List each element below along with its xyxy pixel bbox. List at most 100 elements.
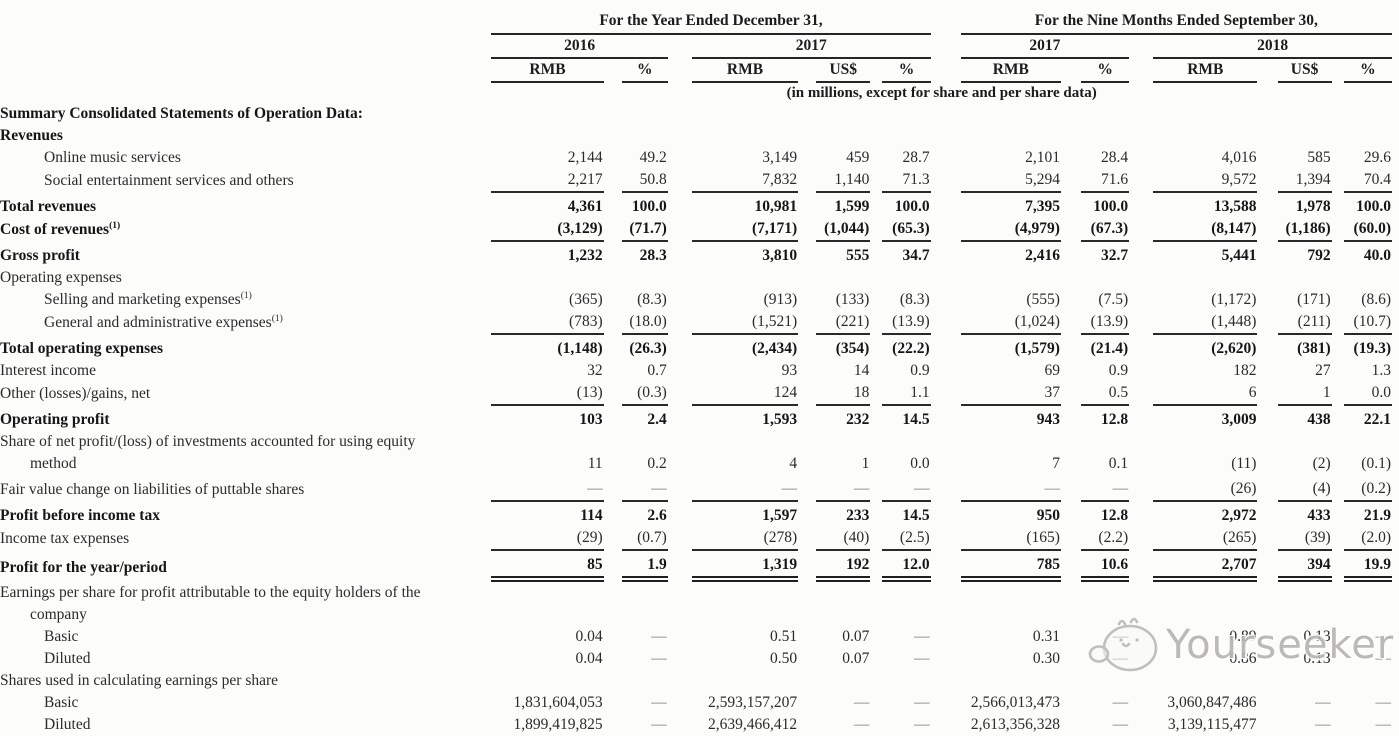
cell-value: (365) [569, 291, 603, 308]
cell-value: — [1112, 628, 1129, 645]
cell-value: 6 [1153, 382, 1258, 406]
cell-value: 585 [1307, 149, 1331, 166]
cell-value: (71.7) [621, 218, 668, 242]
cell-value: 394 [1277, 550, 1332, 582]
cell-value: 0.07 [842, 650, 870, 667]
column-spacer [1061, 147, 1081, 169]
column-spacer [668, 360, 692, 382]
header-label-spacer [0, 34, 491, 58]
row-label: Fair value change on liabilities of putt… [0, 475, 491, 501]
column-spacer [798, 58, 816, 82]
footnote-marker: (1) [109, 220, 121, 231]
column-group-header: For the Nine Months Ended September 30, [960, 10, 1392, 35]
cell-value: 950 [1036, 507, 1060, 524]
column-spacer [931, 241, 961, 267]
cell-value: — [960, 475, 1061, 502]
column-spacer [1061, 334, 1081, 360]
cell-value: 0.13 [1303, 650, 1331, 667]
cell-value: 14.5 [902, 507, 930, 524]
cell-value: 0.1 [1108, 455, 1129, 472]
column-spacer [798, 475, 816, 501]
cell-value: 85 [491, 550, 604, 582]
cell-value: 7 [1052, 455, 1060, 472]
column-spacer [1257, 692, 1277, 714]
column-spacer [668, 382, 692, 405]
cell-value: 71.3 [882, 169, 931, 193]
cell-value: 4 [789, 455, 798, 472]
cell-value: 0.13 [1303, 628, 1331, 645]
column-spacer [604, 289, 622, 311]
row-label: Revenues [0, 125, 491, 147]
column-spacer [1129, 648, 1153, 670]
column-spacer [870, 626, 882, 648]
column-spacer [604, 550, 622, 579]
cell-value: (2.2) [1081, 527, 1130, 551]
column-spacer [1257, 147, 1277, 169]
column-spacer [1257, 169, 1277, 192]
cell-value: 1,899,419,825 [513, 716, 603, 733]
column-spacer [798, 382, 816, 405]
column-spacer [604, 527, 622, 550]
cell-value: 1,978 [1295, 198, 1331, 215]
column-spacer [1061, 58, 1081, 82]
column-spacer [931, 10, 961, 34]
table-row: Gross profit 1,232 28.3 3,810 555 34.7 2,416 32… [0, 241, 1392, 267]
cell-value: 0.5 [1081, 382, 1130, 406]
cell-value: 71.6 [1081, 169, 1130, 193]
column-spacer [1332, 692, 1344, 714]
cell-value: (1,172) [1211, 291, 1257, 308]
column-spacer [870, 431, 882, 475]
column-spacer [1129, 431, 1153, 475]
column-spacer [604, 192, 622, 218]
table-row: Profit for the year/period 85 1.9 1,319 192 1… [0, 550, 1392, 582]
column-spacer [668, 405, 692, 431]
cell-value: — [914, 628, 930, 645]
column-spacer [870, 648, 882, 670]
column-spacer [931, 334, 961, 360]
row-label-text: Cost of revenues [0, 221, 110, 238]
cell-value: 1,319 [691, 550, 799, 582]
column-spacer [604, 218, 622, 241]
cell-value: (8,147) [1153, 218, 1258, 242]
column-spacer [870, 192, 882, 218]
column-spacer [870, 147, 882, 169]
column-spacer [798, 714, 816, 736]
column-spacer [870, 692, 882, 714]
cell-value: 2.6 [647, 507, 667, 524]
cell-value: 3,009 [1221, 411, 1257, 428]
column-spacer [1061, 241, 1081, 267]
cell-value: (0.3) [621, 382, 668, 406]
cell-value: (555) [1026, 291, 1060, 308]
column-spacer [668, 289, 692, 311]
column-spacer [1061, 648, 1081, 670]
row-label: Diluted [0, 648, 491, 670]
column-spacer [668, 311, 692, 334]
cell-value: 12.0 [882, 550, 931, 582]
cell-value: 0.0 [910, 455, 930, 472]
cell-value: 28.3 [639, 247, 667, 264]
cell-value: (0.2) [1343, 475, 1392, 502]
cell-value: 0.9 [1108, 362, 1129, 379]
cell-value: 2,707 [1153, 550, 1258, 582]
row-label: Total operating expenses [0, 334, 491, 360]
cell-value: 0.50 [770, 650, 798, 667]
column-spacer [931, 218, 961, 241]
header-row-note: (in millions, except for share and per s… [0, 82, 1392, 103]
cell-value: — [1375, 694, 1392, 711]
unit-header: RMB [960, 58, 1061, 83]
unit-header: RMB [691, 58, 799, 83]
cell-value: 28.7 [902, 149, 930, 166]
column-spacer [1332, 550, 1344, 579]
column-spacer [1061, 527, 1081, 550]
column-spacer [931, 58, 961, 82]
cell-value: (3,129) [491, 218, 604, 242]
header-label-spacer [0, 58, 491, 82]
column-spacer [668, 192, 692, 218]
cell-value: 12.8 [1101, 507, 1129, 524]
cell-value: (10.7) [1343, 311, 1392, 335]
cell-value: 19.9 [1343, 550, 1392, 582]
row-label: Earnings per share for profit attributab… [0, 579, 491, 626]
cell-value: 0.04 [575, 628, 603, 645]
cell-value: (354) [835, 340, 870, 357]
table-row: Profit before income tax 114 2.6 1,597 233 14… [0, 501, 1392, 527]
